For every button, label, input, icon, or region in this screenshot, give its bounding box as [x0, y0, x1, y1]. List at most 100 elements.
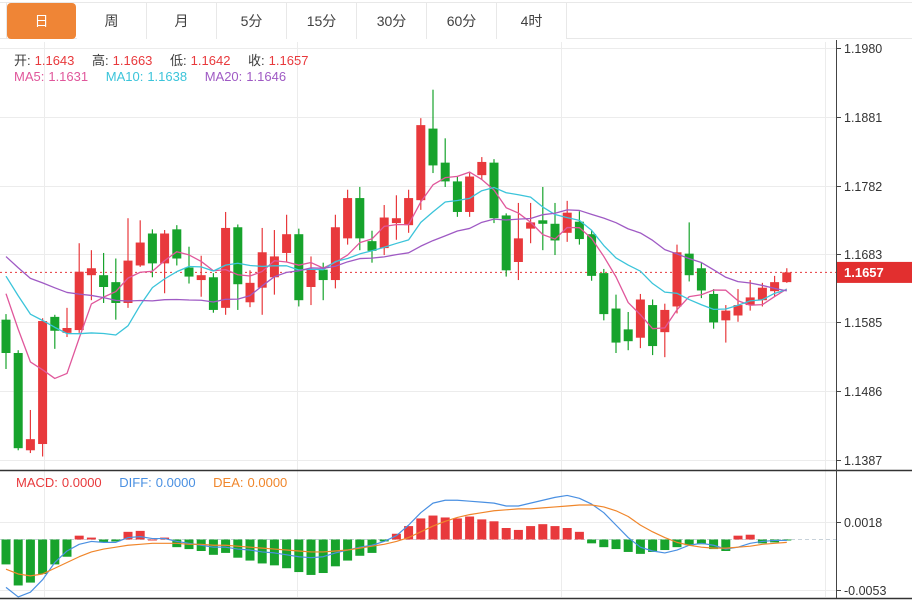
low-value: 1.1642: [190, 53, 231, 68]
price-axis-label: 1.1980: [844, 42, 882, 56]
macd-histogram-bar: [391, 533, 401, 540]
candle-body: [160, 233, 170, 264]
candle-body: [599, 273, 609, 315]
price-axis-label: 1.1782: [844, 180, 882, 194]
macd-histogram-bar: [86, 537, 96, 540]
price-axis-label: 1.1486: [844, 385, 882, 399]
ma5-label: MA5:: [14, 69, 45, 84]
macd-histogram-bar: [465, 516, 475, 540]
close-value: 1.1657: [268, 53, 309, 68]
last-price-badge-label: 1.1657: [844, 265, 884, 280]
candle-body: [709, 293, 719, 323]
macd-histogram-bar: [13, 539, 23, 586]
candle-body: [38, 321, 48, 445]
candle-body: [50, 316, 60, 331]
timeframe-tabbar: 日周月 5分 15分 30分 60分 4时: [6, 3, 912, 39]
timeframe-toolbar: 日周月 5分 15分 30分 60分 4时: [0, 2, 912, 39]
candle-body: [306, 269, 316, 288]
macd-histogram-bar: [745, 534, 755, 540]
candle-body: [684, 253, 694, 276]
tab-30min[interactable]: 30分: [357, 3, 427, 39]
candle-body: [452, 181, 462, 212]
price-axis-label: 1.1585: [844, 316, 882, 330]
candle-body: [294, 234, 304, 301]
candle-body: [623, 329, 633, 342]
candle-body: [318, 269, 328, 281]
candle-body: [111, 282, 121, 303]
macd-histogram-bar: [538, 524, 548, 540]
candle-body: [696, 268, 706, 291]
candle-body: [550, 223, 560, 241]
macd-histogram-bar: [379, 539, 389, 542]
tab-month[interactable]: 月: [147, 3, 217, 39]
macd-histogram-bar: [672, 539, 682, 548]
macd-value: 0.0000: [61, 475, 102, 490]
macd-histogram-bar: [513, 529, 523, 540]
candle-body: [367, 241, 377, 251]
candle-body: [221, 227, 231, 308]
macd-histogram-bar: [611, 539, 621, 550]
macd-histogram-bar: [574, 531, 584, 540]
low-label: 低:: [170, 53, 187, 68]
open-label: 开:: [14, 53, 31, 68]
candle-body: [99, 275, 109, 288]
candle-body: [733, 305, 743, 316]
ohlc-readout: 开: 1.1643 高: 1.1663 低: 1.1642 收: 1.1657: [14, 50, 312, 69]
macd-histogram-bar: [660, 539, 670, 551]
macd-axis-label: 0.0018: [844, 516, 882, 530]
macd-histogram-bar: [1, 539, 11, 565]
candle-body: [440, 162, 450, 182]
price-axis-label: 1.1387: [844, 454, 882, 468]
candle-body: [208, 277, 218, 310]
candle-body: [86, 268, 96, 276]
macd-histogram-bar: [428, 515, 438, 540]
macd-axis-label: -0.0053: [844, 584, 886, 598]
macd-histogram-bar: [721, 539, 731, 551]
macd-histogram-bar: [733, 535, 743, 540]
candle-body: [587, 234, 597, 276]
macd-histogram-bar: [501, 528, 511, 540]
macd-histogram-bar: [562, 528, 572, 540]
macd-histogram-bar: [709, 539, 719, 550]
macd-histogram-bar: [696, 539, 706, 545]
macd-histogram-bar: [221, 539, 231, 553]
candle-body: [269, 256, 279, 278]
ma5-line: [5, 171, 788, 380]
macd-histogram-bar: [489, 521, 499, 540]
diff-label: DIFF:: [119, 475, 152, 490]
tab-15min[interactable]: 15分: [287, 3, 357, 39]
candle-body: [172, 229, 182, 259]
candle-body: [538, 220, 548, 224]
ma10-line: [5, 186, 787, 336]
macd-histogram-bar: [477, 519, 487, 540]
candle-body: [355, 198, 365, 239]
macd-histogram-bar: [416, 518, 426, 540]
candle-body: [74, 271, 84, 331]
high-label: 高:: [92, 53, 109, 68]
tab-week[interactable]: 周: [77, 3, 147, 39]
tab-4hour[interactable]: 4时: [497, 3, 567, 39]
candle-body: [782, 272, 792, 283]
macd-histogram-bar: [452, 518, 462, 540]
ma-readout: MA5: 1.1631 MA10: 1.1638 MA20: 1.1646: [14, 69, 290, 84]
ma5-value: 1.1631: [48, 69, 89, 84]
macd-label: MACD:: [16, 475, 58, 490]
macd-histogram-bar: [526, 526, 536, 540]
macd-histogram-bar: [404, 526, 414, 540]
candle-body: [501, 215, 511, 271]
tab-5min[interactable]: 5分: [217, 3, 287, 39]
last-price-badge: [837, 261, 912, 283]
candle-body: [562, 212, 572, 233]
candle-body: [428, 128, 438, 166]
diff-value: 0.0000: [155, 475, 196, 490]
macd-histogram-bar: [599, 539, 609, 548]
candle-body: [635, 299, 645, 338]
tab-60min[interactable]: 60分: [427, 3, 497, 39]
macd-histogram-bar: [99, 539, 109, 543]
candle-body: [282, 234, 292, 253]
candle-body: [123, 260, 133, 303]
candle-body: [513, 238, 523, 262]
candle-body: [526, 222, 536, 229]
tab-day[interactable]: 日: [7, 3, 76, 39]
